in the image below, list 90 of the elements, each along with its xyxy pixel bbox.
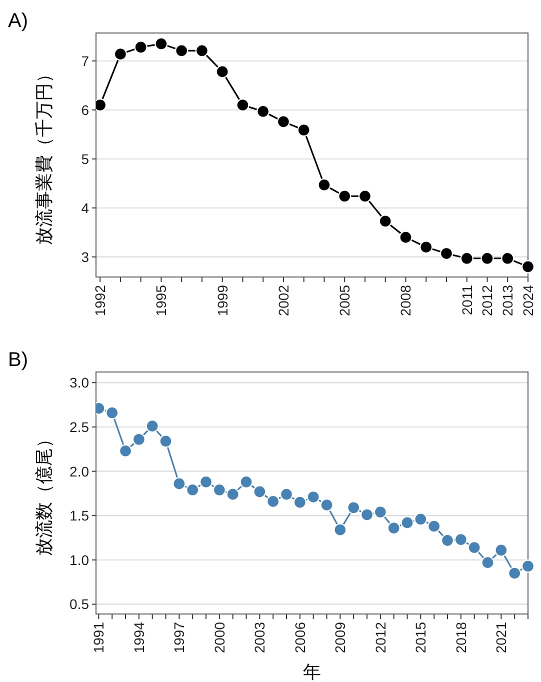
point bbox=[195, 44, 209, 58]
x-tick-label: 2000 bbox=[211, 622, 228, 654]
point bbox=[226, 488, 240, 501]
point bbox=[521, 260, 535, 274]
point bbox=[240, 475, 253, 489]
point bbox=[454, 532, 468, 546]
chart-title: B) bbox=[8, 349, 28, 371]
point bbox=[146, 419, 159, 433]
chart-title: A) bbox=[8, 10, 28, 32]
x-tick-label: 1991 bbox=[90, 622, 107, 654]
point bbox=[106, 406, 119, 420]
y-tick-label: 0.5 bbox=[70, 596, 90, 612]
point bbox=[253, 485, 266, 498]
point bbox=[280, 488, 294, 501]
point bbox=[481, 556, 494, 570]
point bbox=[159, 434, 172, 448]
y-tick-label: 3 bbox=[81, 248, 90, 265]
point bbox=[266, 494, 280, 508]
point bbox=[318, 178, 331, 192]
point bbox=[440, 246, 454, 260]
point bbox=[134, 40, 148, 54]
x-tick-label: 2021 bbox=[493, 622, 510, 654]
y-tick-label: 4 bbox=[81, 200, 90, 216]
point bbox=[216, 65, 229, 78]
y-tick-label: 3.0 bbox=[70, 374, 90, 391]
point bbox=[256, 104, 270, 118]
point bbox=[293, 496, 307, 509]
point bbox=[387, 521, 400, 535]
point bbox=[480, 252, 494, 265]
point bbox=[440, 534, 454, 548]
x-tick-label: 2005 bbox=[336, 284, 353, 316]
x-tick-label: 2024 bbox=[520, 284, 536, 316]
y-tick-label: 6 bbox=[81, 102, 90, 118]
point bbox=[118, 444, 132, 458]
point bbox=[508, 566, 522, 580]
x-tick-label: 1992 bbox=[92, 284, 108, 316]
point bbox=[358, 190, 372, 203]
point bbox=[460, 252, 474, 265]
x-tick-label: 2006 bbox=[292, 622, 308, 654]
point bbox=[501, 252, 514, 265]
point bbox=[346, 501, 360, 514]
point bbox=[114, 47, 128, 61]
point bbox=[360, 508, 374, 522]
point bbox=[468, 540, 481, 554]
y-axis-title: 放流数（億尾） bbox=[34, 430, 54, 556]
point bbox=[174, 44, 188, 58]
point bbox=[320, 498, 334, 512]
point bbox=[154, 37, 168, 50]
y-tick-label: 1.0 bbox=[70, 552, 90, 568]
point bbox=[400, 516, 414, 530]
point bbox=[399, 230, 412, 244]
y-axis-title: 放流事業費（千万円） bbox=[34, 65, 54, 245]
point bbox=[494, 544, 508, 557]
point bbox=[414, 512, 428, 526]
x-tick-label: 2015 bbox=[412, 622, 429, 654]
point bbox=[297, 123, 310, 137]
y-tick-label: 2.0 bbox=[70, 463, 90, 480]
point bbox=[186, 483, 200, 496]
x-tick-label: 2012 bbox=[479, 284, 496, 316]
point bbox=[172, 477, 186, 490]
y-tick-label: 5 bbox=[81, 150, 90, 167]
point bbox=[420, 240, 433, 254]
x-tick-label: 2003 bbox=[252, 622, 268, 654]
y-tick-label: 7 bbox=[81, 52, 90, 69]
x-tick-label: 2018 bbox=[452, 622, 469, 654]
point bbox=[199, 475, 213, 489]
point bbox=[374, 505, 388, 519]
point bbox=[306, 490, 320, 504]
x-tick-label: 2012 bbox=[372, 622, 388, 654]
x-tick-label: 1999 bbox=[214, 284, 230, 316]
point bbox=[236, 98, 250, 112]
x-tick-label: 1997 bbox=[171, 622, 188, 654]
point bbox=[212, 483, 226, 496]
point bbox=[427, 520, 441, 533]
x-tick-label: 2002 bbox=[275, 284, 292, 316]
point bbox=[378, 214, 392, 228]
x-tick-label: 2009 bbox=[332, 622, 348, 654]
point bbox=[334, 523, 347, 536]
point bbox=[521, 560, 535, 573]
point bbox=[276, 115, 290, 128]
point bbox=[338, 190, 352, 203]
x-tick-label: 2013 bbox=[500, 284, 516, 316]
x-tick-label: 1995 bbox=[153, 284, 170, 316]
x-tick-label: 2011 bbox=[458, 284, 475, 316]
x-tick-label: 2008 bbox=[398, 284, 414, 316]
point bbox=[132, 432, 146, 446]
y-tick-label: 1.5 bbox=[70, 508, 90, 524]
x-tick-label: 1994 bbox=[130, 622, 147, 654]
y-tick-label: 2.5 bbox=[70, 418, 90, 435]
x-axis-title: 年 bbox=[303, 662, 321, 682]
